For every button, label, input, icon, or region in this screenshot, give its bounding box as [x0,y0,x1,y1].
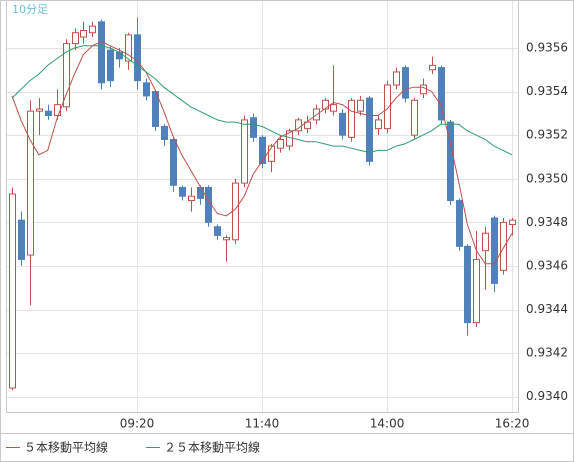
candle-body [438,67,445,121]
y-tick-label: 0.9342 [526,346,568,360]
candle-body [80,30,87,38]
legend-label: ５本移動平均線 [24,440,108,455]
candle-body [429,64,436,71]
candle-body [268,145,275,162]
candle-body [402,67,409,99]
candle-body [18,219,25,260]
candle-body [179,186,186,197]
candle-body [197,186,204,199]
candle-body [277,139,284,149]
candle-body [411,99,418,136]
candle-body [509,219,516,226]
candle-body [223,237,230,241]
candle-body [447,121,454,202]
candle-body [27,110,34,256]
candle-body [72,32,79,45]
candle-body [9,193,16,389]
candle-body [464,245,471,324]
candle-body [491,217,498,284]
candle-body [366,97,373,162]
marks [9,17,516,391]
candle-body [482,232,489,252]
y-tick-label: 0.9348 [526,215,568,229]
candle-body [473,258,480,324]
plot-area [6,0,519,413]
ma-line [11,45,513,156]
candle-body [375,119,382,130]
x-tick-label: 14:00 [370,417,405,431]
x-tick-label: 16:20 [495,417,530,431]
y-tick-label: 0.9340 [526,389,568,403]
y-tick-label: 0.9352 [526,128,568,142]
candle-body [125,34,132,62]
candle-body [107,49,114,82]
candle-body [116,51,123,60]
candle-body [188,195,195,202]
x-tick-label: 09:20 [120,417,155,431]
candle-body [384,84,391,130]
candle-body [456,200,463,247]
candle-body [205,186,212,223]
chart-title: 10分足 [12,3,48,16]
y-tick-label: 0.9350 [526,171,568,185]
y-tick-label: 0.9344 [526,302,568,316]
candle-body [500,221,507,271]
y-tick-label: 0.9356 [526,40,568,54]
candle-body [214,226,221,236]
candle-body [393,71,400,86]
candle-body [241,119,248,184]
candle-body [45,110,52,117]
candle-body [250,117,257,138]
candle-body [259,136,266,164]
candle-body [420,84,427,95]
y-tick-label: 0.9354 [526,84,568,98]
candle-body [89,25,96,34]
candle-body [161,125,168,141]
ma-line [11,40,513,265]
candle-body [348,99,355,138]
candle-body [170,139,177,186]
candle-body [232,182,239,241]
y-tick-label: 0.9346 [526,258,568,272]
candle-body [63,43,70,108]
candle-body [143,82,150,97]
legend-label: ２５本移動平均線 [164,440,260,455]
candle-body [134,34,141,82]
candle-body [322,99,329,110]
candle-body [36,108,43,112]
candle-body [330,104,337,112]
candle-body [98,21,105,84]
candle-body [357,99,364,112]
candle-body [339,112,346,136]
candle-body [54,104,61,117]
x-tick-label: 11:40 [245,417,280,431]
